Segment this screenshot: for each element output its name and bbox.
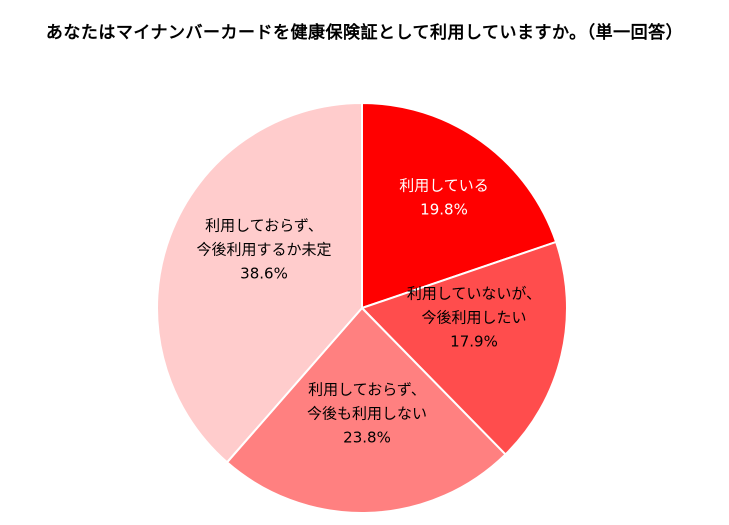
pie-slice-4 [156, 101, 363, 464]
pie-slice-2 [360, 240, 568, 456]
slice-value-label-3: 23.8% [343, 429, 391, 447]
slice-category-label-3: 利用しておらず、 [308, 381, 426, 399]
slice-value-label-2: 17.9% [450, 333, 498, 351]
slice-value-label-4: 38.6% [240, 265, 288, 283]
slice-value-label-1: 19.8% [420, 201, 468, 219]
slice-category-label-4: 今後利用するか未定 [196, 241, 331, 259]
chart-title: あなたはマイナンバーカードを健康保険証として利用していますか。（単一回答） [45, 23, 684, 43]
pie-slice-1 [361, 101, 558, 310]
pie-slice-3 [225, 306, 507, 514]
slice-category-label-1: 利用している [399, 177, 489, 195]
pie-slices [156, 101, 568, 514]
slice-category-label-2: 利用していないが、 [407, 285, 541, 303]
slice-category-label-2: 今後利用したい [421, 309, 526, 327]
slice-category-label-3: 今後も利用しない [307, 405, 427, 423]
slice-category-label-4: 利用しておらず、 [205, 217, 323, 235]
pie-labels: 利用している 19.8% 利用していないが、今後利用したい 17.9% 利用しておらず、… [196, 177, 541, 447]
